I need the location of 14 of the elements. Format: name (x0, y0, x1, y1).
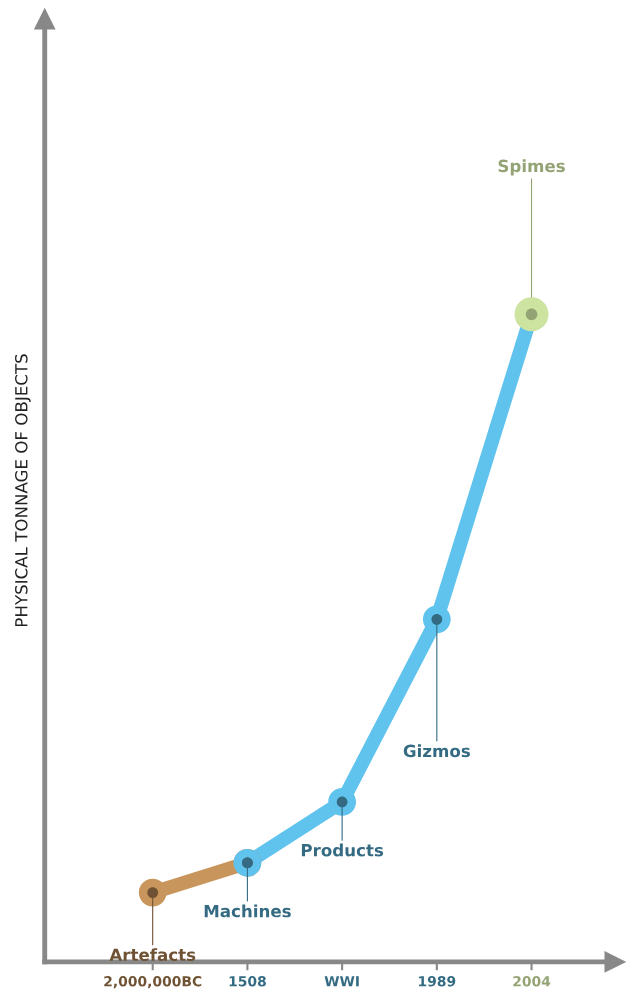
point (328, 788, 357, 816)
annotation: Artefacts (109, 948, 196, 962)
x-tick-label: WWI (324, 976, 359, 987)
x-tick-label: 2004 (513, 976, 551, 987)
annotation: Machines (204, 904, 291, 918)
x-tick-label: 1508 (229, 976, 266, 987)
x-tick-label: 2,000,000BC (104, 976, 202, 989)
point (138, 878, 167, 907)
annotation: Spimes (498, 159, 565, 176)
annotation: Products (301, 843, 384, 857)
y-axis-title: PHYSICAL TONNAGE OF OBJECTS (15, 354, 31, 627)
point (422, 605, 451, 634)
annotation: Gizmos (403, 744, 470, 758)
x-tick-label: 1989 (419, 976, 456, 987)
